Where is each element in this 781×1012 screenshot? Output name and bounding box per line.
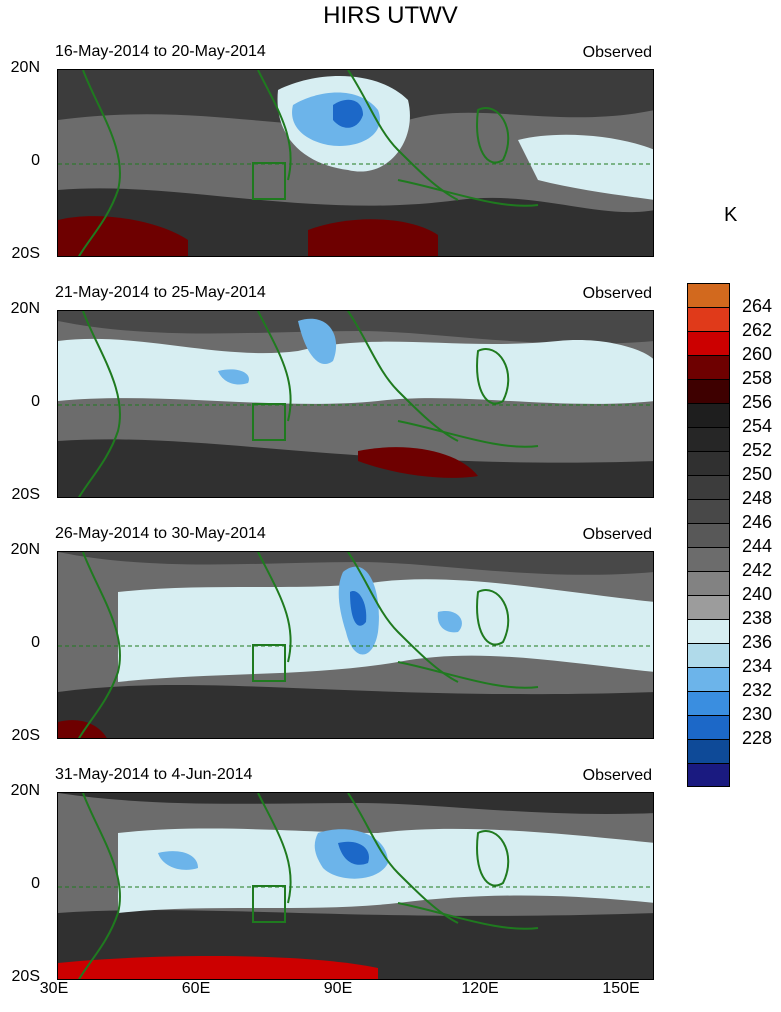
colorbar-swatch	[687, 667, 730, 691]
colorbar-tick-label: 240	[742, 584, 773, 604]
colorbar-swatch	[687, 643, 730, 667]
colorbar-swatch	[687, 331, 730, 355]
lat-label: 0	[31, 875, 40, 892]
panel-tag: Observed	[582, 526, 652, 543]
panel-tag: Observed	[582, 285, 652, 302]
colorbar-swatch	[687, 523, 730, 547]
colorbar-tick-label: 258	[742, 368, 773, 388]
colorbar-tick-label: 260	[742, 344, 773, 364]
panel-date-range: 21-May-2014 to 25-May-2014	[55, 284, 266, 301]
colorbar-units: K	[724, 204, 738, 226]
panel-date-range: 31-May-2014 to 4-Jun-2014	[55, 766, 253, 783]
lon-label: 120E	[461, 980, 499, 997]
colorbar-swatch	[687, 547, 730, 571]
lat-label: 20S	[11, 968, 40, 985]
lat-label: 20S	[11, 727, 40, 744]
figure-title: HIRS UTWV	[323, 2, 458, 29]
lat-label: 0	[31, 152, 40, 169]
utwv-map	[57, 310, 654, 498]
colorbar-tick-label: 230	[742, 704, 773, 724]
colorbar-swatch	[687, 427, 730, 451]
colorbar-swatch	[687, 691, 730, 715]
map-panel-1: 16-May-2014 to 20-May-2014 Observed	[55, 43, 654, 257]
colorbar-tick-label: 242	[742, 560, 773, 580]
map-panel-2: 21-May-2014 to 25-May-2014 Observed	[55, 284, 654, 498]
lat-label: 20N	[10, 59, 40, 76]
colorbar	[687, 283, 730, 787]
utwv-map	[57, 69, 654, 257]
colorbar-tick-label: 264	[742, 296, 773, 316]
colorbar-tick-label: 252	[742, 440, 773, 460]
map-panel-3: 26-May-2014 to 30-May-2014 Observed	[55, 525, 654, 739]
colorbar-swatch	[687, 571, 730, 595]
lon-label: 60E	[181, 980, 211, 997]
colorbar-tick-label: 256	[742, 392, 773, 412]
colorbar-swatch	[687, 355, 730, 379]
lat-label: 20N	[10, 541, 40, 558]
colorbar-swatch	[687, 403, 730, 427]
lat-label: 20S	[11, 245, 40, 262]
lat-label: 20N	[10, 300, 40, 317]
lon-label: 90E	[323, 980, 353, 997]
colorbar-tick-label: 254	[742, 416, 773, 436]
lat-label: 0	[31, 634, 40, 651]
colorbar-tick-label: 248	[742, 488, 773, 508]
colorbar-tick-label: 244	[742, 536, 773, 556]
colorbar-swatch	[687, 451, 730, 475]
colorbar-tick-label: 228	[742, 728, 773, 748]
lat-label: 0	[31, 393, 40, 410]
utwv-map	[57, 551, 654, 739]
colorbar-tick-label: 262	[742, 320, 773, 340]
colorbar-swatch	[687, 763, 730, 787]
colorbar-swatch	[687, 475, 730, 499]
colorbar-swatch	[687, 379, 730, 403]
colorbar-tick-label: 238	[742, 608, 773, 628]
colorbar-swatch	[687, 307, 730, 331]
colorbar-swatch	[687, 715, 730, 739]
colorbar-tick-label: 232	[742, 680, 773, 700]
colorbar-swatch	[687, 595, 730, 619]
panel-date-range: 16-May-2014 to 20-May-2014	[55, 43, 266, 60]
colorbar-swatch	[687, 739, 730, 763]
panel-tag: Observed	[582, 44, 652, 61]
panel-date-range: 26-May-2014 to 30-May-2014	[55, 525, 266, 542]
colorbar-swatch	[687, 499, 730, 523]
colorbar-swatch	[687, 619, 730, 643]
colorbar-tick-label: 234	[742, 656, 773, 676]
colorbar-swatch	[687, 283, 730, 307]
lon-label: 150E	[602, 980, 640, 997]
panel-tag: Observed	[582, 767, 652, 784]
colorbar-tick-label: 246	[742, 512, 773, 532]
lat-label: 20N	[10, 782, 40, 799]
utwv-map	[57, 792, 654, 980]
lat-label: 20S	[11, 486, 40, 503]
lon-label: 30E	[39, 980, 69, 997]
colorbar-tick-label: 250	[742, 464, 773, 484]
colorbar-tick-label: 236	[742, 632, 773, 652]
map-panel-4: 31-May-2014 to 4-Jun-2014 Observed	[55, 766, 654, 980]
